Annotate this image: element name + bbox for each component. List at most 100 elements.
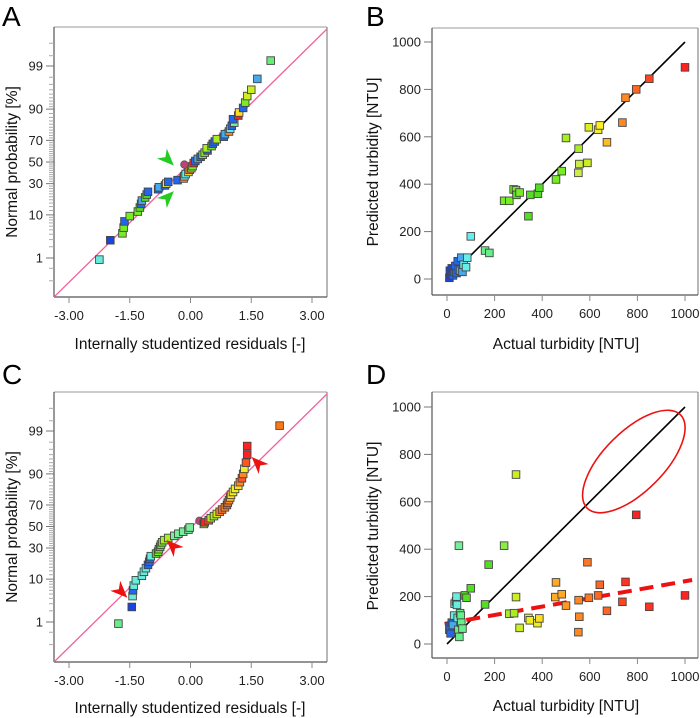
panel-a-xtick-label: 0.00 (178, 308, 203, 323)
panel-d-data-point (631, 510, 641, 520)
panel-d-data-point (551, 578, 561, 587)
panel-a-xtick-label: -1.50 (115, 308, 145, 323)
panel-a-ytick-label: 99 (29, 59, 43, 74)
panel-d-data-point (499, 541, 509, 550)
panel-d-fit-line (444, 578, 693, 626)
panel-c-data-point (275, 421, 284, 430)
panel-b-data-point (621, 93, 630, 102)
panel-d-data-point (595, 580, 605, 590)
panel-b-data-point (595, 121, 605, 130)
panel-b-xtick-label: 400 (531, 306, 553, 321)
panel-c-data-point (114, 619, 123, 628)
panel-d-data-point (452, 600, 462, 610)
panel-d-data-point (452, 592, 461, 601)
panel-b-data-point (515, 188, 524, 197)
panel-a-arrowhead-marker (156, 148, 174, 166)
panel-d-data-point (484, 560, 493, 569)
panel-d-data-point (621, 577, 630, 587)
panel-b-ytick-label: 400 (399, 177, 421, 192)
panel-b-ytick-label: 0 (414, 272, 421, 287)
panel-c-data-point (242, 450, 252, 459)
panel-d-data-point (584, 593, 594, 603)
panel-a-ytick-label: 10 (29, 207, 43, 222)
panel-c-ytick-label: 1 (36, 615, 43, 630)
panel-a-ylabel: Normal probability [%] (4, 86, 21, 238)
panel-d-data-point (574, 627, 583, 637)
panel-c-ytick-label: 50 (29, 519, 43, 534)
panel-b-ytick-label: 200 (399, 224, 421, 239)
panel-c-data-point (242, 441, 252, 451)
panel-a-ytick-label: 30 (29, 176, 43, 191)
panel-d-ylabel: Predicted turbidity [NTU] (365, 442, 382, 611)
panel-a-data-point (143, 187, 153, 197)
panel-b-data-point (462, 253, 472, 262)
panel-b-data-point (631, 85, 641, 94)
panel-d-data-point (446, 629, 455, 638)
panel-c-xtick-label: 1.50 (239, 673, 264, 688)
panel-b-data-point (602, 138, 612, 147)
panel-c-xlabel: Internally studentized residuals [-] (75, 700, 306, 717)
panel-b-data-point (574, 144, 583, 153)
panel-a-data-point (95, 255, 104, 264)
panel-b-ytick-label: 600 (399, 129, 421, 144)
panel-c-data-point (131, 576, 141, 585)
panel-d-data-point (511, 470, 521, 479)
panel-a-data-point (106, 235, 115, 245)
panel-d-ytick-label: 0 (414, 637, 421, 652)
panel-d-xtick-label: 800 (627, 669, 649, 684)
panel-d-data-point (645, 602, 654, 612)
panel-d-data-point (593, 591, 603, 600)
panel-a-ytick-label: 1 (36, 251, 43, 266)
panel-b-plot: 0 200 400 600 800 1000 0 200 400 600 800 1000 (392, 27, 699, 321)
panel-d-data-point (557, 589, 566, 599)
panel-d-data-point (448, 620, 458, 630)
panel-a-xtick-label: 1.50 (239, 308, 264, 323)
panel-label-c: C (2, 359, 22, 390)
panel-d-data-point (575, 612, 584, 621)
panel-b-data-point (557, 166, 566, 176)
panel-b-xtick-label: 200 (484, 306, 506, 321)
panel-b-ylabel: Predicted turbidity [NTU] (365, 78, 382, 247)
panel-d-data-point (525, 616, 535, 625)
panel-c-xtick-label: -1.50 (115, 673, 145, 688)
panel-d-data-point (680, 591, 690, 600)
panel-c-data-point (241, 458, 251, 467)
panel-c-ylabel: Normal probability [%] (4, 451, 21, 603)
panel-d-ytick-label: 200 (399, 589, 421, 604)
panel-b-data-point (535, 183, 544, 193)
panel-c-data-point (185, 523, 194, 532)
panel-c-data-point (127, 602, 137, 612)
panel-d-data-point (535, 614, 544, 623)
panel-d-data-point (561, 601, 571, 610)
panel-b-xtick-label: 600 (579, 306, 601, 321)
panel-d-data-point (458, 624, 467, 633)
panel-a-xtick-label: -3.00 (54, 308, 84, 323)
panel-d-xtick-label: 0 (443, 669, 450, 684)
panel-d-ytick-label: 400 (399, 542, 421, 557)
panel-b-data-point (575, 159, 584, 169)
panel-d-data-point (466, 584, 476, 593)
panel-b-ytick-label: 800 (399, 82, 421, 97)
panel-b-data-point (574, 168, 583, 178)
panel-d-data-point (455, 632, 464, 642)
panel-d-data-point (515, 623, 524, 633)
panel-a-xtick-label: 3.00 (299, 308, 324, 323)
panel-d-data-point (480, 600, 490, 609)
panel-d-plot-area (444, 406, 693, 645)
panel-b-data-point (466, 232, 476, 241)
panel-a-ytick-label: 90 (29, 102, 43, 117)
panel-d-xtick-label: 200 (484, 669, 506, 684)
panel-d-data-point (509, 608, 519, 618)
panel-d-xlabel: Actual turbidity [NTU] (493, 698, 639, 715)
panel-b-xtick-label: 800 (627, 306, 649, 321)
panel-b-data-point (584, 123, 594, 132)
panel-a-plot: -3.00 -1.50 0.00 1.50 3.00 1 10 30 50 70 90 99 (29, 26, 328, 323)
panel-b-data-point (680, 63, 690, 72)
panel-b-xtick-label: 0 (443, 306, 450, 321)
panel-c-xtick-label: -3.00 (54, 673, 84, 688)
panel-d-plot: 0 200 400 600 800 1000 0 200 400 600 800 1000 (392, 391, 699, 684)
panel-d-data-point (454, 541, 464, 550)
panel-c-ytick-label: 30 (29, 541, 43, 556)
panel-b-data-point (551, 175, 561, 184)
